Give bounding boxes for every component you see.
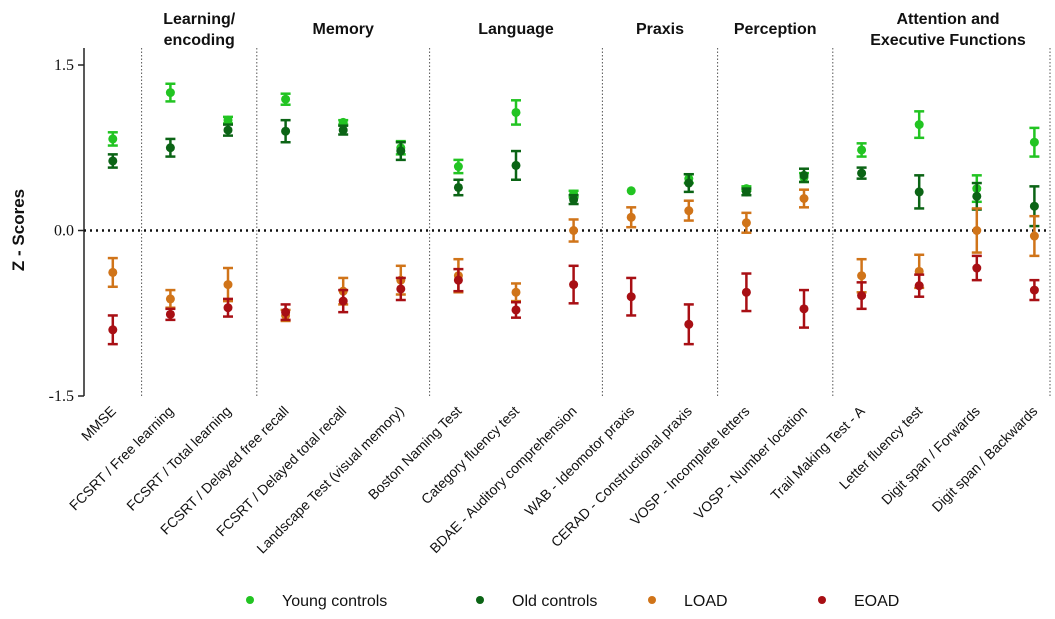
point bbox=[453, 162, 463, 172]
point bbox=[165, 88, 175, 98]
group-label: encoding bbox=[164, 32, 235, 49]
x-tick-label: FCSRT / Free learning bbox=[66, 403, 177, 514]
point bbox=[108, 325, 118, 335]
x-tick-label: Trail Making Test - A bbox=[767, 402, 868, 503]
point bbox=[741, 218, 751, 228]
point bbox=[511, 305, 521, 315]
point bbox=[165, 143, 175, 153]
point bbox=[108, 156, 118, 166]
y-tick-label: -1.5 bbox=[49, 388, 74, 405]
point bbox=[281, 307, 291, 317]
x-tick-label: MMSE bbox=[78, 403, 119, 444]
point bbox=[972, 226, 982, 235]
x-tick-label: FCSRT / Total learning bbox=[123, 403, 234, 514]
y-axis-label: Z - Scores bbox=[9, 189, 28, 271]
point bbox=[281, 94, 291, 104]
point bbox=[914, 281, 924, 291]
point bbox=[223, 115, 233, 125]
point bbox=[165, 294, 175, 304]
point bbox=[857, 271, 867, 281]
point bbox=[914, 120, 924, 130]
x-tick-label: VOSP - Number location bbox=[691, 403, 811, 523]
point bbox=[223, 303, 233, 313]
point bbox=[857, 291, 867, 301]
point bbox=[684, 178, 694, 188]
legend-marker bbox=[246, 596, 254, 604]
x-tick-label: WAB - Ideomotor praxis bbox=[521, 403, 637, 519]
group-label: Attention and bbox=[896, 11, 999, 28]
point bbox=[569, 280, 579, 290]
point bbox=[511, 107, 521, 117]
point bbox=[281, 126, 291, 136]
point bbox=[511, 287, 521, 297]
point bbox=[569, 195, 579, 205]
point bbox=[396, 284, 406, 294]
point bbox=[165, 309, 175, 319]
point bbox=[799, 170, 809, 180]
point bbox=[684, 206, 694, 216]
x-tick-label: Category fluency test bbox=[418, 403, 522, 507]
group-label: Praxis bbox=[636, 21, 684, 38]
point bbox=[1029, 231, 1039, 241]
point bbox=[396, 146, 406, 156]
point bbox=[338, 296, 348, 306]
legend-label: Young controls bbox=[282, 593, 387, 610]
x-tick-label: VOSP - Incomplete letters bbox=[627, 403, 753, 529]
point bbox=[338, 125, 348, 135]
x-tick-label: Digit span / Forwards bbox=[878, 403, 983, 508]
point bbox=[108, 267, 118, 277]
legend-label: LOAD bbox=[684, 593, 728, 610]
point bbox=[1029, 285, 1039, 295]
point bbox=[741, 287, 751, 297]
group-label: Learning/ bbox=[163, 11, 236, 28]
point bbox=[741, 187, 751, 197]
point bbox=[914, 187, 924, 197]
x-tick-label: Digit span / Backwards bbox=[929, 403, 1041, 515]
point bbox=[223, 280, 233, 290]
point bbox=[799, 194, 809, 204]
point bbox=[799, 304, 809, 314]
point bbox=[626, 186, 636, 196]
point bbox=[569, 226, 579, 235]
point bbox=[626, 212, 636, 222]
point bbox=[972, 191, 982, 201]
point bbox=[857, 145, 867, 155]
point bbox=[1029, 201, 1039, 211]
group-label: Language bbox=[478, 21, 554, 38]
point bbox=[453, 182, 463, 192]
legend-marker bbox=[476, 596, 484, 604]
group-label: Executive Functions bbox=[870, 32, 1026, 49]
point bbox=[684, 319, 694, 329]
y-tick-label: 1.5 bbox=[54, 57, 74, 74]
point bbox=[626, 292, 636, 302]
group-label: Memory bbox=[313, 21, 374, 38]
legend-label: EOAD bbox=[854, 593, 899, 610]
point bbox=[972, 263, 982, 273]
point bbox=[1029, 137, 1039, 147]
point bbox=[511, 160, 521, 170]
point bbox=[108, 134, 118, 144]
point bbox=[857, 168, 867, 178]
legend-marker bbox=[648, 596, 656, 604]
legend-marker bbox=[818, 596, 826, 604]
legend-label: Old controls bbox=[512, 593, 597, 610]
point bbox=[223, 125, 233, 135]
y-tick-label: 0.0 bbox=[54, 223, 74, 240]
group-label: Perception bbox=[734, 21, 817, 38]
point bbox=[453, 275, 463, 285]
